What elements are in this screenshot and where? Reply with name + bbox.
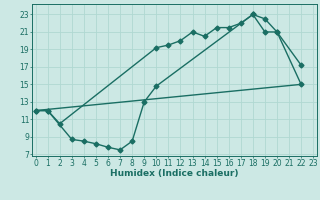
X-axis label: Humidex (Indice chaleur): Humidex (Indice chaleur) bbox=[110, 169, 239, 178]
